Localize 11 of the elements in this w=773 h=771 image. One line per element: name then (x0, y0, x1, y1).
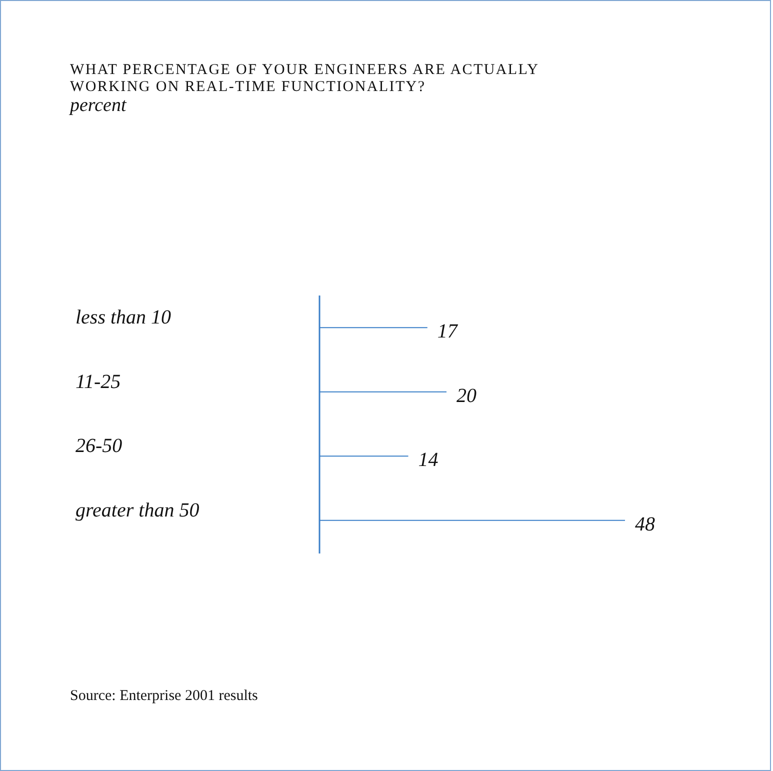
data-label: 14 (418, 449, 438, 472)
chart-title: WHAT PERCENTAGE OF YOUR ENGINEERS ARE ACTUALLY WORKING ON REAL-TIME FUNCTIONALITY? (70, 62, 540, 96)
data-label: 17 (437, 320, 458, 343)
y-tick-label: less than 10 (76, 306, 172, 329)
source-note: Source: Enterprise 2001 results (70, 688, 258, 705)
data-label: 20 (456, 384, 476, 407)
text: percent (70, 95, 128, 116)
data-label: 48 (635, 513, 655, 536)
y-tick-label: greater than 50 (76, 499, 200, 522)
y-tick-label: 11-25 (76, 370, 121, 393)
y-tick-label: 26-50 (76, 435, 122, 458)
